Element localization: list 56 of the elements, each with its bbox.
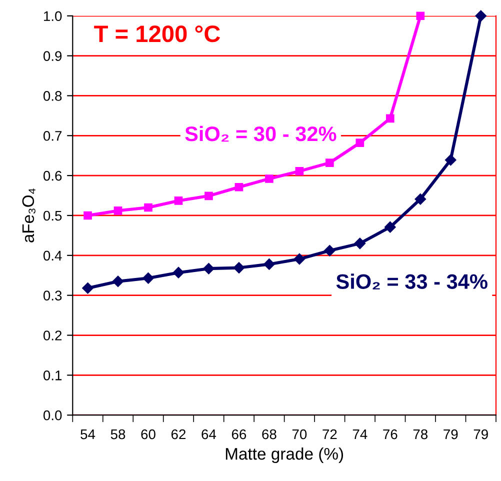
point [414, 194, 426, 205]
point [386, 114, 394, 123]
point [172, 266, 184, 278]
y-tick-label: 0.5 [43, 210, 62, 221]
point [112, 276, 124, 287]
point [356, 138, 364, 147]
point [82, 282, 94, 294]
point [354, 238, 366, 250]
point [114, 206, 122, 215]
x-tick-label: 72 [322, 429, 337, 440]
series-label: SiO₂ = 33 - 34% [336, 274, 488, 290]
y-tick-label: 0.9 [43, 51, 62, 61]
x-tick-label: 79 [474, 429, 488, 440]
x-tick-label: 62 [171, 429, 186, 440]
point [324, 245, 336, 256]
y-tick-label: 0.7 [43, 130, 62, 141]
point [142, 272, 154, 284]
point [295, 167, 304, 176]
y-tick-label: 0.6 [43, 170, 62, 181]
annotation: T = 1200 °C [94, 25, 220, 42]
point [204, 192, 213, 200]
x-tick-label: 78 [413, 429, 428, 440]
y-tick-label: 0.2 [43, 330, 62, 340]
x-tick-label: 76 [383, 429, 398, 440]
x-tick-label: 66 [232, 429, 246, 440]
point [174, 196, 183, 205]
point [264, 258, 275, 270]
x-tick-label: 79 [444, 429, 458, 440]
point [84, 211, 92, 220]
x-tick-label: 74 [352, 430, 368, 440]
x-axis-title: Matte grade (%) [226, 447, 344, 464]
point [416, 12, 425, 20]
point [384, 221, 396, 233]
y-tick-label: 0.1 [43, 370, 62, 380]
y-axis-title: aFe₃O₄ [22, 188, 36, 242]
x-tick-label: 70 [292, 429, 307, 440]
x-tick-label: 64 [202, 429, 216, 440]
point [445, 154, 456, 166]
point [203, 262, 214, 274]
y-tick-label: 0.8 [43, 91, 62, 101]
point [475, 10, 486, 22]
y-tick-label: 1.0 [44, 11, 62, 22]
point [294, 253, 306, 265]
x-tick-label: 68 [262, 429, 276, 440]
x-tick-label: 58 [110, 429, 126, 440]
point [234, 182, 244, 192]
series-label: SiO₂ = 30 - 32% [185, 126, 336, 142]
x-tick-label: 54 [80, 430, 96, 440]
point [233, 262, 245, 274]
y-tick-label: 0.0 [43, 410, 62, 420]
y-tick-label: 0.4 [43, 250, 62, 261]
point [144, 203, 152, 212]
point [265, 174, 274, 183]
point [326, 158, 334, 167]
x-tick-label: 60 [141, 429, 156, 440]
y-tick-label: 0.3 [43, 290, 62, 301]
